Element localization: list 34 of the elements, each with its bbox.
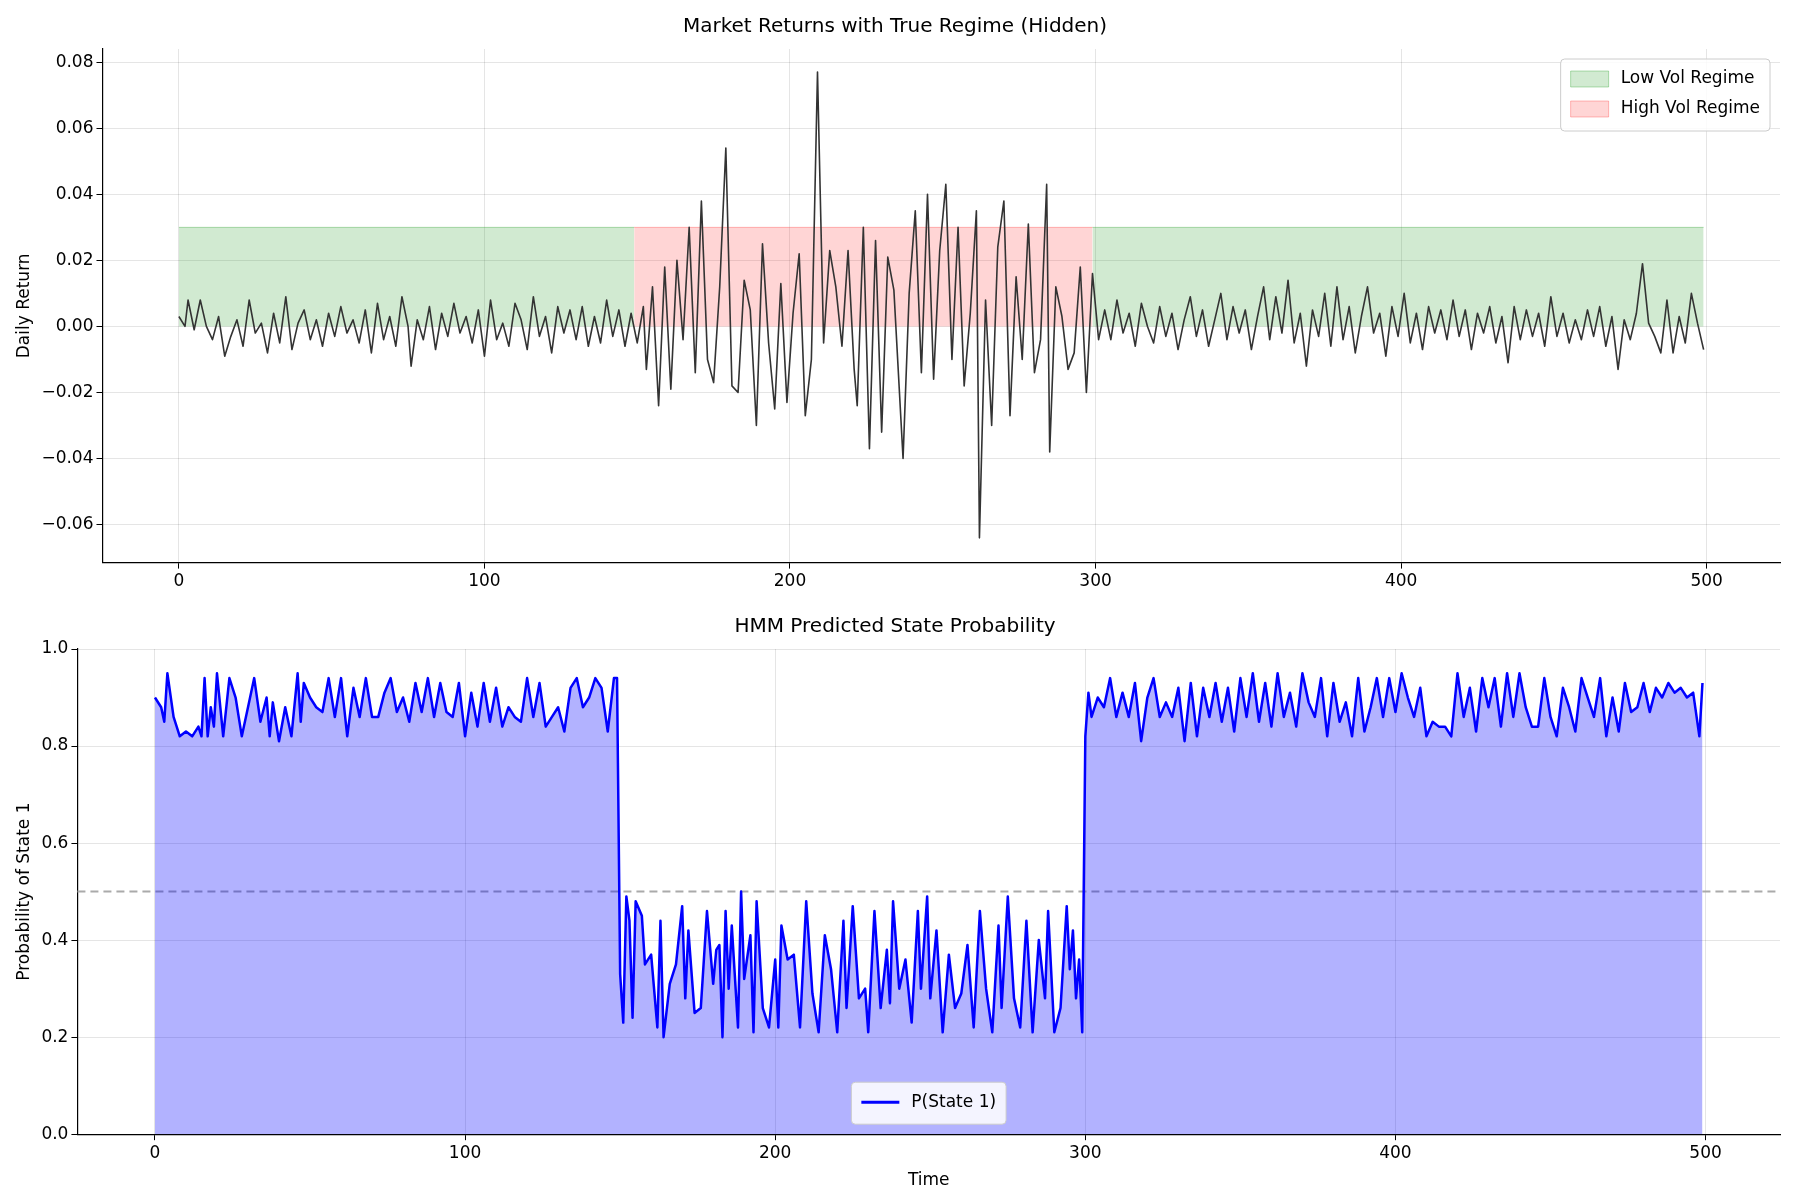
x-tick-label: 300 bbox=[1069, 1141, 1102, 1162]
x-tick-label: 400 bbox=[1379, 1141, 1412, 1162]
y-axis-title: Daily Return bbox=[12, 253, 33, 359]
y-tick-label: 0.4 bbox=[41, 928, 69, 949]
y-axis-title: Probability of State 1 bbox=[12, 802, 33, 981]
x-axis-title: Time bbox=[906, 1169, 950, 1190]
x-tick-label: 500 bbox=[1689, 1141, 1722, 1162]
y-tick-label: −0.02 bbox=[41, 380, 94, 401]
y-tick-label: 0.2 bbox=[41, 1025, 69, 1046]
x-tick-label: 100 bbox=[468, 570, 501, 591]
x-tick-label: 300 bbox=[1079, 570, 1112, 591]
y-tick-label: 0.6 bbox=[41, 831, 69, 852]
y-tick-label: −0.04 bbox=[41, 446, 94, 467]
y-tick-label: 0.08 bbox=[55, 50, 94, 71]
x-tick-label: 400 bbox=[1384, 570, 1418, 591]
x-tick-label: 200 bbox=[773, 570, 807, 591]
y-tick-label: 0.06 bbox=[55, 116, 94, 137]
chart-title: HMM Predicted State Probability bbox=[734, 613, 1056, 638]
y-tick-label: 0.0 bbox=[41, 1122, 69, 1143]
y-tick-label: 0.04 bbox=[55, 182, 94, 203]
y-tick-label: 0.02 bbox=[55, 248, 94, 269]
y-tick-label: 0.00 bbox=[55, 314, 94, 335]
x-tick-label: 200 bbox=[758, 1141, 792, 1162]
y-tick-label: 1.0 bbox=[41, 637, 69, 658]
x-tick-label: 100 bbox=[448, 1141, 482, 1162]
chart-title: Market Returns with True Regime (Hidden) bbox=[682, 13, 1108, 38]
legend-label: P(State 1) bbox=[911, 1090, 997, 1111]
x-tick-label: 0 bbox=[149, 1141, 161, 1162]
x-tick-label: 0 bbox=[173, 570, 185, 591]
y-tick-label: −0.06 bbox=[41, 513, 94, 534]
y-tick-label: 0.8 bbox=[41, 734, 69, 755]
legend-label: Low Vol Regime bbox=[1620, 67, 1755, 88]
x-tick-label: 500 bbox=[1690, 570, 1723, 591]
legend-label: High Vol Regime bbox=[1620, 97, 1761, 118]
